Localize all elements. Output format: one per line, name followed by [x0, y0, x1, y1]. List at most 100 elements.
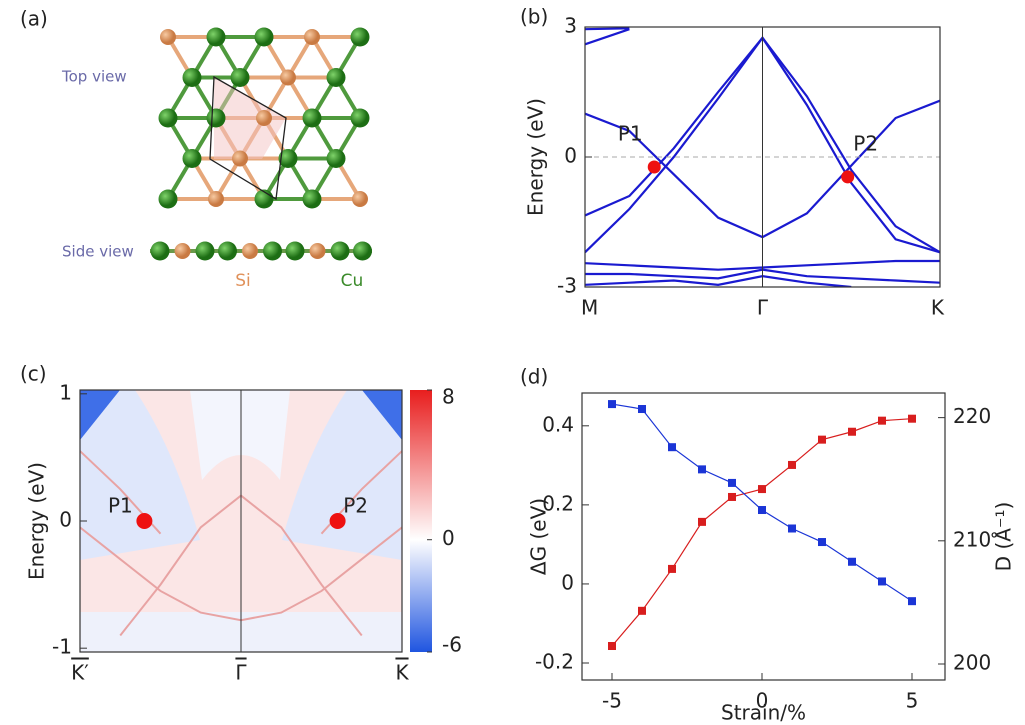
y-tick-label: 0 — [59, 508, 72, 532]
y-tick-label: 0 — [561, 570, 574, 594]
heatmap-region — [190, 390, 290, 480]
point — [329, 513, 346, 529]
marker — [608, 400, 616, 409]
y2-axis-label: D (Å⁻¹) — [992, 502, 1016, 572]
x-tick-label: Γ — [757, 296, 769, 320]
marker — [788, 524, 796, 533]
cu-atom — [326, 149, 346, 168]
point — [841, 170, 855, 184]
cu-atom — [254, 27, 274, 47]
si-atom — [232, 150, 248, 167]
cu-atom — [278, 149, 298, 168]
cu-atom — [350, 108, 370, 128]
x-tick-label: 0 — [756, 689, 769, 713]
cu-atom — [350, 27, 370, 47]
si-atom — [160, 29, 176, 45]
marker — [878, 416, 886, 425]
x-axis-label: Strain/% — [721, 701, 806, 725]
marker — [608, 642, 616, 651]
cu-atom — [263, 241, 282, 261]
marker — [668, 564, 676, 573]
band-line — [585, 275, 852, 287]
marker — [638, 405, 646, 414]
band-line — [585, 28, 630, 46]
cu-atom — [195, 241, 215, 261]
x-tick-label: 5 — [906, 689, 919, 713]
panel: (b) P1 P2 -3 0 3 M Γ K Energy (eV) — [520, 5, 945, 320]
unit-cell-shade — [214, 77, 286, 159]
crystal-structure — [150, 27, 372, 261]
frame — [581, 392, 946, 681]
point-label: P2 — [343, 494, 368, 518]
marker — [788, 460, 796, 469]
si-atom — [208, 191, 224, 207]
y-tick-label: -0.2 — [535, 650, 574, 674]
top-view-label: Top view — [61, 68, 127, 86]
heatmap-region — [362, 390, 402, 440]
marker — [758, 506, 766, 515]
marker — [758, 485, 766, 494]
panel-label: (d) — [520, 365, 548, 389]
cu-atom — [353, 241, 372, 261]
colorbar-tick-label: 0 — [442, 526, 455, 550]
y-tick-label: 0.2 — [542, 491, 574, 515]
cu-atom — [158, 108, 178, 128]
marker — [848, 427, 856, 436]
y-tick-label: 0 — [564, 144, 577, 168]
si-atom — [242, 243, 258, 259]
y-tick-label: -1 — [52, 635, 72, 659]
heatmap-region — [80, 390, 200, 560]
species-label: Cu — [341, 271, 364, 291]
heatmap-region — [80, 390, 120, 440]
marker — [908, 597, 916, 606]
marker — [698, 465, 706, 474]
y-tick-label: 0.4 — [542, 412, 574, 436]
y-tick-label: 1 — [59, 380, 72, 404]
marker — [698, 517, 706, 526]
point-label: P1 — [618, 121, 643, 145]
y-axis-label: Energy (eV) — [25, 462, 49, 580]
marker — [848, 557, 856, 566]
y2-tick-label: 210 — [953, 527, 991, 551]
cu-atom — [302, 189, 322, 209]
y-tick-label: -3 — [557, 274, 577, 298]
cu-atom — [218, 241, 237, 261]
marker — [728, 492, 736, 501]
point-label: P2 — [853, 131, 878, 155]
cu-atom — [150, 241, 170, 261]
x-tick-label: K — [931, 296, 945, 320]
panel-label: (a) — [20, 7, 48, 31]
heatmap-region — [282, 390, 402, 560]
panel-label: (b) — [520, 5, 548, 29]
point — [136, 513, 153, 529]
panel-label: (c) — [20, 362, 47, 386]
cu-atom — [302, 108, 322, 128]
marker — [728, 478, 736, 487]
series-line — [611, 403, 913, 602]
x-tick-label: M — [581, 296, 598, 320]
marker — [818, 538, 826, 547]
cu-atom — [330, 241, 350, 261]
side-view-label: Side view — [62, 243, 134, 261]
cu-atom — [206, 27, 226, 47]
si-atom — [280, 69, 296, 86]
point-label: P1 — [108, 494, 133, 518]
unit-cell — [209, 75, 287, 201]
si-atom — [352, 191, 368, 207]
plot-area — [608, 400, 916, 651]
marker — [818, 435, 826, 444]
x-tick-label: K′ — [71, 661, 89, 685]
y-axis-label: Energy (eV) — [524, 98, 548, 216]
colorbar-tick-label: -6 — [442, 633, 462, 657]
cu-atom — [206, 108, 226, 128]
colorbar — [410, 390, 432, 652]
y2-tick-label: 200 — [953, 650, 991, 674]
si-atom — [174, 243, 191, 259]
x-tick-label: K — [395, 661, 409, 685]
cu-atom — [326, 68, 346, 87]
marker — [668, 443, 676, 452]
panel: (c) -6 0 8 P1 P2 -1 0 1 K′ Γ K Energy (eV) — [20, 362, 462, 685]
marker — [638, 606, 646, 615]
species-label: Si — [235, 271, 251, 291]
